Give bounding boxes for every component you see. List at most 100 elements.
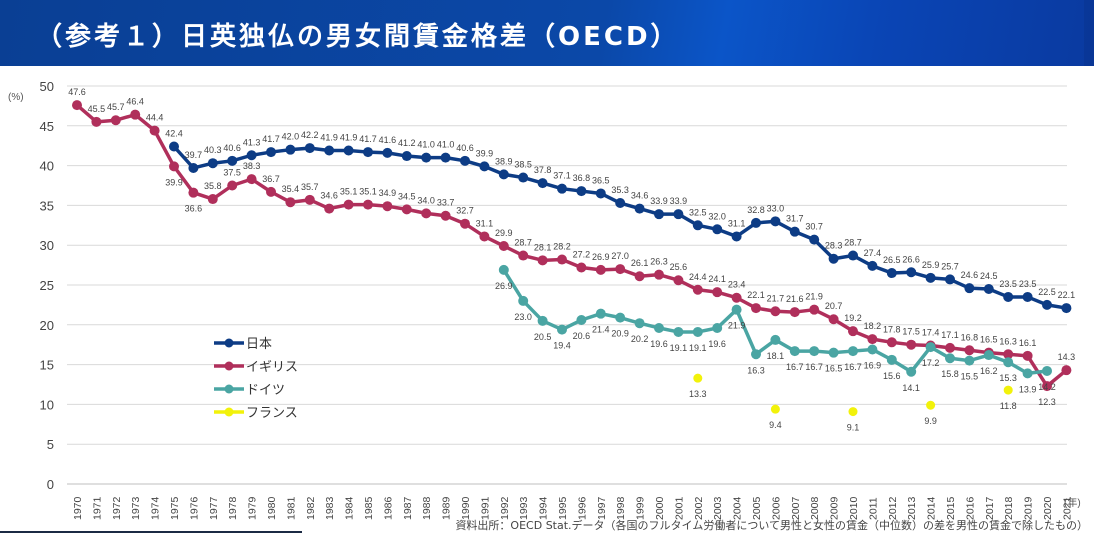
data-label: 39.7	[185, 150, 203, 160]
data-point	[673, 209, 684, 220]
data-point	[751, 303, 761, 314]
data-label: 16.3	[999, 336, 1017, 346]
data-label: 40.6	[223, 143, 241, 153]
x-tick-label: 1995	[557, 496, 569, 520]
data-point	[246, 174, 257, 185]
data-point	[809, 346, 820, 357]
y-tick-label: 35	[40, 198, 54, 213]
data-label: 24.5	[980, 271, 998, 281]
x-tick-label: 2016	[964, 496, 976, 520]
data-point	[693, 373, 703, 383]
data-point	[207, 194, 218, 205]
data-point	[906, 267, 917, 278]
data-point	[848, 326, 858, 337]
data-label: 23.0	[514, 312, 532, 322]
data-point	[518, 172, 529, 183]
x-tick-label: 1970	[72, 496, 84, 520]
x-tick-label: 1971	[91, 496, 103, 520]
x-tick-label: 2017	[984, 496, 996, 520]
data-point	[498, 240, 509, 251]
x-tick-label: 2012	[887, 496, 899, 520]
data-point	[537, 255, 548, 266]
legend-item: フランス	[214, 406, 298, 421]
data-label: 26.9	[592, 252, 610, 262]
data-label: 26.5	[883, 255, 901, 265]
data-point	[634, 318, 645, 329]
data-point	[227, 155, 238, 166]
x-tick-label: 1986	[382, 496, 394, 520]
x-tick-label: 2004	[732, 496, 744, 520]
data-label: 36.5	[592, 175, 610, 185]
data-label: 18.2	[864, 321, 882, 331]
data-label: 41.0	[437, 140, 455, 150]
data-label: 19.4	[553, 341, 571, 351]
x-tick-label: 1972	[111, 496, 123, 520]
data-point	[809, 234, 820, 245]
data-point	[285, 144, 296, 155]
data-point	[867, 344, 878, 355]
legend-item: 日本	[214, 337, 272, 352]
data-label: 26.6	[902, 254, 920, 264]
data-point	[440, 210, 451, 221]
data-label: 27.4	[864, 248, 882, 258]
data-point	[440, 152, 451, 163]
x-tick-label: 1975	[169, 496, 181, 520]
data-label: 33.7	[437, 198, 455, 208]
data-label: 15.5	[961, 372, 979, 382]
data-label: 24.4	[689, 272, 707, 282]
data-label: 36.8	[573, 173, 591, 183]
data-label: 34.9	[379, 188, 397, 198]
data-label: 35.3	[611, 185, 629, 195]
data-label: 35.4	[282, 184, 300, 194]
data-label: 11.8	[1000, 401, 1017, 411]
data-label: 41.9	[340, 132, 358, 142]
data-label: 41.0	[417, 140, 435, 150]
x-tick-label: 2020	[1042, 496, 1054, 520]
x-tick-label: 1981	[285, 496, 297, 520]
x-tick-label: 1991	[479, 496, 491, 520]
data-labels: 42.439.7 40.3 40.641.3 41.7 42.0 42.2 41.9 41.9…	[68, 87, 1075, 432]
data-point	[557, 254, 567, 265]
x-tick-label: 1978	[227, 496, 239, 520]
data-point	[363, 199, 373, 210]
data-point	[770, 404, 780, 414]
data-point	[751, 217, 761, 228]
data-point	[1042, 381, 1052, 392]
data-point	[731, 292, 742, 303]
series-uk	[72, 100, 1072, 392]
x-tick-label: 1994	[538, 496, 550, 520]
data-point	[130, 109, 141, 120]
data-point	[1003, 357, 1014, 368]
data-label: 24.1	[708, 274, 726, 284]
x-tick-label: 1987	[402, 496, 414, 520]
data-label: 32.0	[708, 211, 726, 221]
data-label: 39.9	[476, 148, 494, 158]
data-point	[654, 269, 664, 280]
data-point	[983, 283, 994, 294]
data-point	[809, 304, 820, 315]
data-label: 21.9	[728, 321, 746, 331]
y-tick-label: 45	[40, 119, 54, 134]
data-point	[324, 203, 335, 214]
data-label: 34.6	[320, 191, 338, 201]
data-label: 17.8	[883, 324, 901, 334]
title-banner: （参考１）日英独仏の男女間賃金格差（OECD）	[0, 0, 1094, 66]
data-point	[964, 283, 975, 294]
legend-marker	[224, 407, 234, 417]
data-point	[518, 295, 529, 306]
data-label: 17.2	[922, 358, 940, 368]
data-point	[945, 342, 955, 353]
data-point	[266, 147, 276, 158]
data-label: 22.1	[747, 290, 765, 300]
data-label: 21.7	[767, 293, 785, 303]
data-label: 25.6	[670, 262, 688, 272]
data-point	[925, 272, 936, 283]
data-point	[692, 220, 703, 231]
x-tick-label: 2001	[673, 496, 685, 520]
data-point	[789, 226, 800, 237]
data-point	[227, 180, 238, 191]
data-label: 24.6	[961, 270, 979, 280]
data-point	[692, 284, 703, 295]
data-point	[634, 271, 645, 282]
data-point	[964, 355, 975, 366]
